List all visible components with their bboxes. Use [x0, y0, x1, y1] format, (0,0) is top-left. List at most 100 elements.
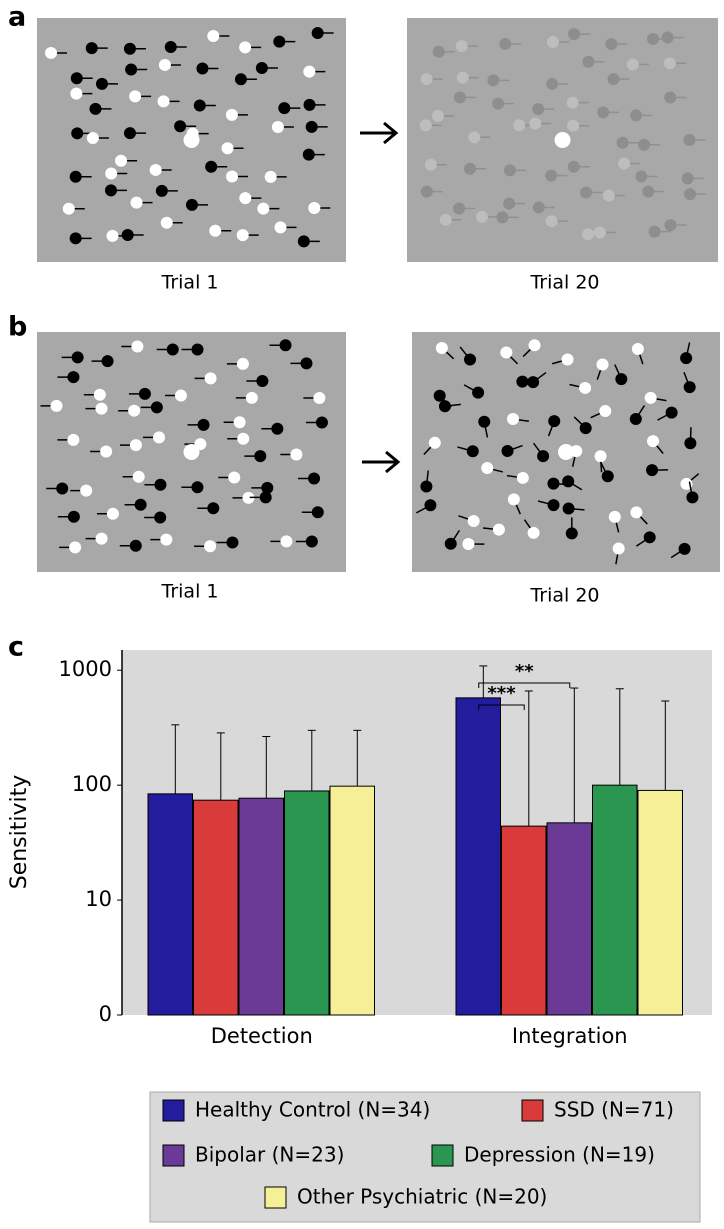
dot	[662, 31, 674, 43]
dot	[207, 30, 219, 42]
dot	[194, 100, 206, 112]
dot	[316, 417, 328, 429]
dot	[433, 46, 445, 58]
dot	[290, 449, 302, 461]
dot	[156, 185, 168, 197]
dot	[546, 78, 558, 90]
dot	[664, 57, 676, 69]
dot	[548, 415, 560, 427]
dot	[434, 390, 446, 402]
dot	[226, 109, 238, 121]
legend-swatch	[265, 1187, 286, 1208]
dot	[209, 225, 221, 237]
dot	[478, 416, 490, 428]
dot	[161, 217, 173, 229]
dot	[89, 103, 101, 115]
dot	[124, 127, 136, 139]
dot	[45, 47, 57, 59]
dot	[94, 389, 106, 401]
dot	[191, 481, 203, 493]
dot	[603, 190, 615, 202]
dot	[468, 131, 480, 143]
dot	[500, 346, 512, 358]
dot	[100, 446, 112, 458]
dot	[239, 192, 251, 204]
dot	[503, 197, 515, 209]
dot	[312, 27, 324, 39]
dot	[226, 536, 238, 548]
dot	[527, 376, 539, 388]
dot	[87, 132, 99, 144]
dot	[122, 229, 134, 241]
caption: Trial 1	[161, 581, 219, 603]
legend-label: Bipolar (N=23)	[195, 1143, 344, 1167]
dot	[308, 202, 320, 214]
dot	[567, 120, 579, 132]
dot	[547, 36, 559, 48]
dot	[472, 387, 484, 399]
dot	[280, 339, 292, 351]
dot	[440, 214, 452, 226]
dot	[504, 164, 516, 176]
dot	[71, 72, 83, 84]
dot	[312, 506, 324, 518]
dot	[135, 499, 147, 511]
dot	[72, 351, 84, 363]
dot	[313, 392, 325, 404]
dot	[150, 164, 162, 176]
dot	[222, 142, 234, 154]
dot	[303, 149, 315, 161]
bar	[456, 698, 501, 1015]
dot	[71, 127, 83, 139]
dot	[80, 485, 92, 497]
dot	[684, 381, 696, 393]
dot	[456, 40, 468, 52]
dot	[86, 42, 98, 54]
dot	[638, 139, 650, 151]
panel-label: b	[8, 312, 27, 343]
arrow	[362, 452, 398, 472]
dot	[280, 535, 292, 547]
dot	[649, 226, 661, 238]
dot	[507, 413, 519, 425]
dot	[107, 508, 119, 520]
dot	[464, 163, 476, 175]
dot	[563, 503, 575, 515]
dot	[70, 88, 82, 100]
dot	[234, 416, 246, 428]
dot	[175, 390, 187, 402]
dot	[513, 119, 525, 131]
dot	[439, 400, 451, 412]
target-dot	[184, 444, 200, 460]
dot	[630, 506, 642, 518]
y-tick-label: 0	[99, 1002, 112, 1026]
dot	[445, 538, 457, 550]
y-tick-label: 1000	[59, 657, 112, 681]
dot	[67, 434, 79, 446]
dot	[679, 543, 691, 555]
dot	[632, 343, 644, 355]
dot	[532, 103, 544, 115]
y-tick-label: 100	[72, 772, 112, 796]
dot	[278, 102, 290, 114]
dot	[682, 172, 694, 184]
bar	[502, 826, 547, 1015]
dot	[627, 59, 639, 71]
dot	[105, 168, 117, 180]
dot	[192, 343, 204, 355]
dot	[529, 339, 541, 351]
dot	[69, 541, 81, 553]
dot	[580, 186, 592, 198]
dot	[618, 157, 630, 169]
caption: Trial 20	[529, 585, 599, 607]
dot	[205, 372, 217, 384]
dot	[533, 201, 545, 213]
dot	[420, 480, 432, 492]
dot	[151, 401, 163, 413]
legend-label: SSD (N=71)	[554, 1098, 674, 1122]
dot	[599, 405, 611, 417]
dot	[548, 499, 560, 511]
dot	[186, 199, 198, 211]
dot	[160, 534, 172, 546]
dot	[432, 110, 444, 122]
